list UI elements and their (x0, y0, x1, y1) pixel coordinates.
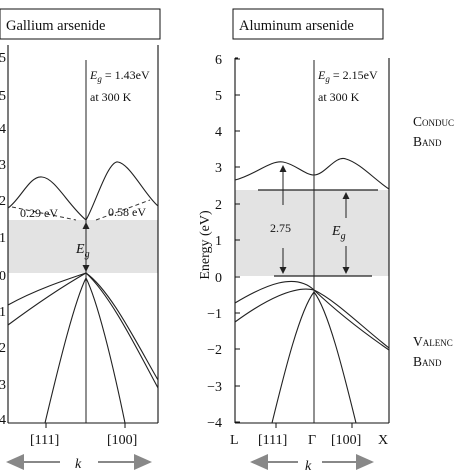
alas-tick: −1 (207, 307, 222, 322)
alas-eg-annotation: Eg = 2.15eV (317, 68, 378, 84)
alas-tick: 1 (215, 234, 222, 249)
alas-y-tick-marks (235, 58, 240, 423)
gaas-valence-band-upper (7, 272, 159, 381)
alas-y-axis-label: Energy (eV) (198, 210, 213, 280)
valence-band-label-line1: Valenc (413, 334, 453, 349)
gaas-eg-annotation: Eg = 1.43eV (89, 68, 150, 84)
alas-tick: 4 (215, 125, 222, 140)
alas-tick: 3 (215, 161, 222, 176)
conduction-band-label-line1: Conduc (413, 114, 454, 129)
alas-panel: Aluminum arsenide 6 5 4 3 2 (198, 8, 390, 474)
gaas-tick: 2 (0, 194, 6, 209)
alas-title-box (232, 8, 384, 40)
gaas-tick: 0 (0, 269, 6, 284)
alas-x-label-111: [111] (258, 433, 287, 448)
alas-x-label-L: L (230, 433, 239, 448)
gaas-annotation-058: 0.58 eV (108, 205, 146, 219)
alas-valence-band-upper (234, 280, 390, 351)
valence-band-label-line2: Band (413, 354, 442, 369)
gaas-gap-label: Eg (75, 242, 90, 260)
alas-title: Aluminum arsenide (239, 18, 354, 34)
gaas-x-label-111: [111] (30, 433, 59, 448)
gaas-title-box (0, 8, 161, 40)
gaas-tick: 5 (0, 51, 6, 66)
gaas-tick: 1 (0, 305, 6, 320)
gaas-valence-band-split (44, 276, 126, 424)
gaas-panel: Gallium arsenide 5 5 4 3 2 1 0 1 2 3 4 (0, 8, 161, 472)
gaas-tick: 1 (0, 231, 6, 246)
alas-tick: −4 (207, 416, 222, 431)
alas-tick: −2 (207, 343, 222, 358)
alas-valence-band-split (271, 291, 357, 424)
gaas-title: Gallium arsenide (6, 18, 105, 34)
alas-tick: 0 (215, 271, 222, 286)
alas-gap-value-275: 2.75 (270, 221, 291, 235)
gaas-tick: 5 (0, 89, 6, 104)
gaas-k-label: k (75, 457, 82, 472)
alas-valence-band-middle (234, 288, 390, 349)
alas-y-ticks: 6 5 4 3 2 1 0 −1 −2 −3 −4 (207, 53, 222, 431)
alas-tick: 6 (215, 53, 222, 68)
alas-tick: 5 (215, 89, 222, 104)
alas-x-label-100: [100] (331, 433, 361, 448)
conduction-band-label-line2: Band (413, 134, 442, 149)
alas-tick: −3 (207, 380, 222, 395)
alas-gap-shading (235, 190, 389, 276)
alas-x-label-X: X (378, 433, 388, 448)
gaas-dashed-right (95, 199, 151, 221)
alas-tick: 2 (215, 198, 222, 213)
alas-x-label-gamma: Γ (308, 433, 316, 448)
alas-temp: at 300 K (318, 90, 360, 104)
alas-gap-label: Eg (331, 224, 346, 242)
gaas-x-label-100: [100] (107, 433, 137, 448)
gaas-tick: 3 (0, 158, 6, 173)
gaas-annotation-029: 0.29 eV (20, 206, 58, 220)
band-labels: Conduc Band Valenc Band (413, 114, 454, 369)
alas-conduction-band (234, 157, 390, 190)
gaas-tick: 2 (0, 341, 6, 356)
gaas-tick: 4 (0, 122, 6, 137)
gaas-conduction-band (7, 161, 159, 221)
gaas-y-ticks: 5 5 4 3 2 1 0 1 2 3 4 (0, 51, 6, 428)
gaas-valence-band-middle (7, 272, 159, 389)
gaas-tick: 3 (0, 378, 6, 393)
alas-k-label: k (305, 459, 312, 474)
gaas-dashed-left (11, 206, 77, 221)
gaas-temp: at 300 K (90, 90, 132, 104)
gaas-tick: 4 (0, 413, 6, 428)
